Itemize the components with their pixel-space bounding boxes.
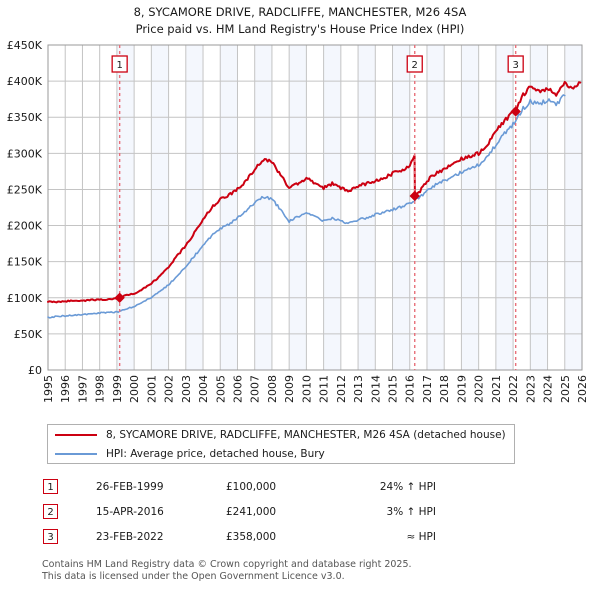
x-axis-tick-label: 2022 [507, 375, 520, 403]
legend-swatch-property [55, 433, 97, 436]
y-axis-tick-label: £350K [7, 111, 43, 124]
x-axis-tick-label: 2012 [335, 375, 348, 403]
x-axis-tick-label: 1999 [111, 375, 124, 403]
sale-point-3 [510, 106, 521, 117]
x-axis-tick-label: 2011 [318, 375, 331, 403]
x-axis-tick-label: 2014 [369, 375, 382, 403]
sale-date-3: 23-FEB-2022 [96, 530, 164, 543]
x-axis-tick-label: 2005 [214, 375, 227, 403]
sales-table: 1 26-FEB-1999 £100,000 24% ↑ HPI 2 15-AP… [43, 474, 503, 549]
page-title: 8, SYCAMORE DRIVE, RADCLIFFE, MANCHESTER… [0, 4, 600, 38]
footer-attribution: Contains HM Land Registry data © Crown c… [42, 559, 582, 582]
x-axis-tick-label: 2009 [283, 375, 296, 403]
sale-price-1: £100,000 [226, 480, 277, 493]
x-axis-tick-label: 2010 [300, 375, 313, 403]
sale-marker-box-3 [507, 55, 524, 73]
x-axis-tick-label: 2000 [128, 375, 141, 403]
sale-date-1: 26-FEB-1999 [96, 480, 164, 493]
y-axis-tick-label: £200K [7, 220, 43, 233]
legend-label-property: 8, SYCAMORE DRIVE, RADCLIFFE, MANCHESTER… [106, 428, 506, 441]
footer-line-2: This data is licensed under the Open Gov… [42, 570, 345, 582]
x-axis-tick-label: 2002 [163, 375, 176, 403]
sale-hpi-delta-1: 24% ↑ HPI [379, 480, 436, 493]
x-axis-tick-label: 2021 [490, 375, 503, 403]
x-axis-tick-label: 2016 [404, 375, 417, 403]
x-axis-tick-label: 2024 [542, 375, 555, 403]
x-axis-tick-label: 2013 [352, 375, 365, 403]
price-history-chart: £0 £50K £100K £150K £200K £250K £300K £350K £400… [7, 39, 589, 403]
y-axis-tick-label: £100K [7, 292, 43, 305]
hpi-line [47, 94, 566, 319]
x-axis-tick-label: 1996 [59, 375, 72, 403]
legend-item-hpi: HPI: Average price, detached house, Bury [48, 444, 514, 463]
sale-hpi-delta-2: 3% ↑ HPI [386, 505, 436, 518]
legend-label-hpi: HPI: Average price, detached house, Bury [106, 447, 325, 460]
table-row: 1 26-FEB-1999 £100,000 24% ↑ HPI [43, 474, 503, 499]
sale-date-2: 15-APR-2016 [96, 505, 164, 518]
y-axis-tick-label: £450K [7, 39, 43, 52]
sale-marker-badge-1: 1 [43, 479, 58, 494]
x-axis-tick-label: 2020 [473, 375, 486, 403]
y-axis-tick-label: £400K [7, 75, 43, 88]
footer-line-1: Contains HM Land Registry data © Crown c… [42, 559, 412, 570]
x-axis-tick-label: 2025 [559, 375, 572, 403]
y-axis-tick-label: £300K [7, 147, 43, 160]
y-axis-tick-label: £150K [7, 256, 43, 269]
table-row: 3 23-FEB-2022 £358,000 ≈ HPI [43, 524, 503, 549]
x-axis-tick-label: 1995 [42, 375, 55, 403]
x-axis-tick-label: 1997 [76, 375, 89, 403]
x-axis-tick-label: 2018 [438, 375, 451, 403]
y-axis-tick-label: £0 [28, 364, 42, 377]
sale-marker-box-1 [111, 55, 128, 73]
title-line-2: Price paid vs. HM Land Registry's House … [135, 22, 465, 36]
x-axis-tick-label: 2008 [266, 375, 279, 403]
sale-marker-badge-3: 3 [43, 529, 58, 544]
x-axis-tick-label: 2026 [576, 375, 589, 403]
x-axis-tick-label: 2006 [231, 375, 244, 403]
legend-item-property: 8, SYCAMORE DRIVE, RADCLIFFE, MANCHESTER… [48, 425, 514, 444]
x-axis-tick-label: 1998 [94, 375, 107, 403]
x-axis-tick-label: 2015 [387, 375, 400, 403]
sale-marker-box-2 [406, 55, 423, 73]
x-axis-tick-label: 2004 [197, 375, 210, 403]
sale-price-3: £358,000 [226, 530, 277, 543]
property-price-line [47, 80, 582, 304]
x-axis-tick-label: 2007 [249, 375, 262, 403]
sale-hpi-delta-3: ≈ HPI [406, 530, 436, 543]
sale-price-2: £241,000 [226, 505, 277, 518]
sale-point-1 [114, 292, 125, 303]
x-axis-tick-label: 2019 [455, 375, 468, 403]
sale-marker-number-3: 3 [512, 60, 518, 71]
x-axis-tick-label: 2023 [524, 375, 537, 403]
legend-swatch-hpi [55, 452, 97, 455]
x-axis-tick-label: 2001 [145, 375, 158, 403]
x-axis-tick-label: 2003 [180, 375, 193, 403]
chart-legend: 8, SYCAMORE DRIVE, RADCLIFFE, MANCHESTER… [47, 424, 515, 464]
x-axis-tick-label: 2017 [421, 375, 434, 403]
sale-point-2 [409, 190, 420, 202]
table-row: 2 15-APR-2016 £241,000 3% ↑ HPI [43, 499, 503, 524]
sale-marker-number-1: 1 [116, 60, 122, 71]
title-line-1: 8, SYCAMORE DRIVE, RADCLIFFE, MANCHESTER… [133, 5, 467, 19]
sale-marker-badge-2: 2 [43, 504, 58, 519]
y-axis-tick-label: £50K [14, 328, 43, 341]
sale-marker-number-2: 2 [412, 60, 418, 71]
y-axis-tick-label: £250K [7, 183, 43, 196]
